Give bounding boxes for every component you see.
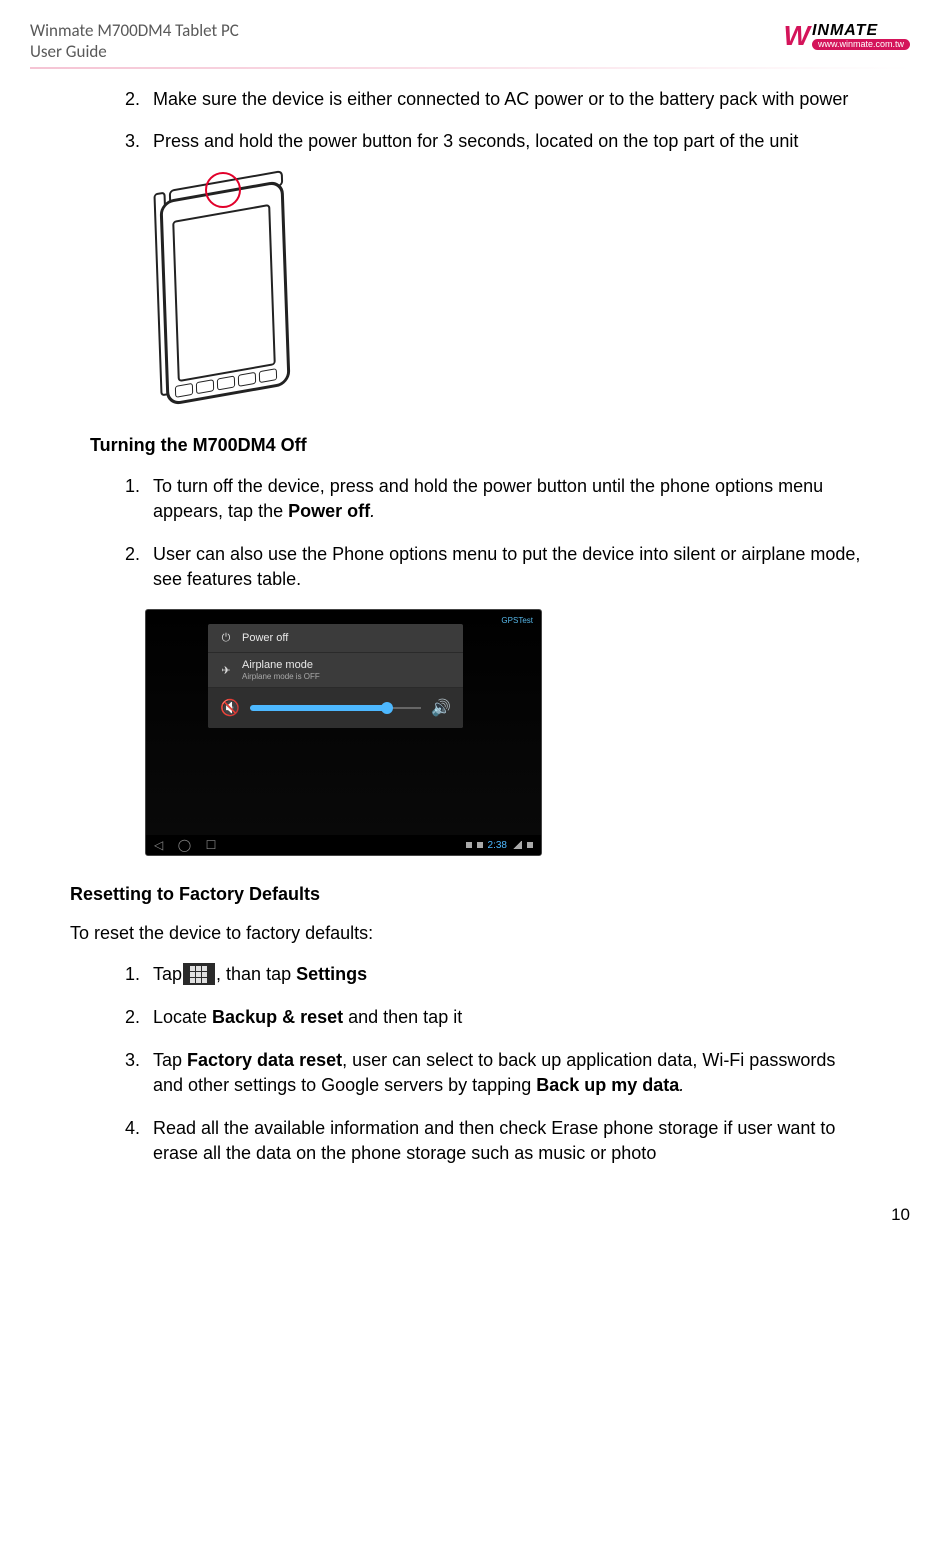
logo-url: www.winmate.com.tw [812,39,910,50]
status-icon [477,842,483,848]
section-heading-reset: Resetting to Factory Defaults [70,884,870,905]
instruction-list-1: Make sure the device is either connected… [90,87,870,155]
home-icon: ◯ [178,838,191,852]
airplane-icon: ✈ [218,662,234,678]
header-title-block: Winmate M700DM4 Tablet PC User Guide [30,20,239,63]
list-item: Tap, than tap Settings [145,962,870,987]
list-item: Read all the available information and t… [145,1116,870,1166]
ss-phone-options: ⏻ Power off ✈ Airplane mode Airplane mod… [208,624,463,728]
ss-time: 2:38 [488,840,507,851]
highlight-circle-icon [205,172,241,208]
battery-icon [527,842,533,848]
list-item: Press and hold the power button for 3 se… [145,129,870,154]
page-header: Winmate M700DM4 Tablet PC User Guide W I… [30,20,910,63]
list-item: To turn off the device, press and hold t… [145,474,870,524]
reset-preamble: To reset the device to factory defaults: [70,923,870,944]
ss-power-off: Power off [242,632,288,644]
logo-w-icon: W [784,20,810,52]
header-title-1: Winmate M700DM4 Tablet PC [30,20,239,41]
volume-up-icon: 🔊 [431,698,451,718]
header-divider [30,67,910,69]
logo-name: INMATE [812,23,910,39]
recents-icon: ☐ [206,838,217,852]
list-item: User can also use the Phone options menu… [145,542,870,592]
instruction-list-3: Tap, than tap Settings Locate Backup & r… [90,962,870,1165]
volume-icon: 🔇 [220,698,240,718]
power-menu-screenshot: GPSTest ⏻ Power off ✈ Airplane mode Airp… [145,609,542,856]
ss-navbar: ◁ ◯ ☐ 2:38 [146,835,541,855]
ss-gpslabel: GPSTest [501,616,533,625]
instruction-list-2: To turn off the device, press and hold t… [90,474,870,591]
logo: W INMATE www.winmate.com.tw [784,20,910,52]
ss-airplane: Airplane mode [242,659,313,671]
page-number: 10 [30,1205,910,1225]
section-heading-off: Turning the M700DM4 Off [90,435,870,456]
list-item: Locate Backup & reset and then tap it [145,1005,870,1030]
wifi-icon [512,841,522,849]
power-icon: ⏻ [218,630,234,646]
ss-airplane-sub: Airplane mode is OFF [242,672,320,681]
header-title-2: User Guide [30,41,239,62]
apps-grid-icon [183,963,215,985]
volume-slider [250,707,421,709]
back-icon: ◁ [154,838,163,852]
status-icon [466,842,472,848]
list-item: Tap Factory data reset, user can select … [145,1048,870,1098]
device-illustration [145,172,300,407]
list-item: Make sure the device is either connected… [145,87,870,112]
